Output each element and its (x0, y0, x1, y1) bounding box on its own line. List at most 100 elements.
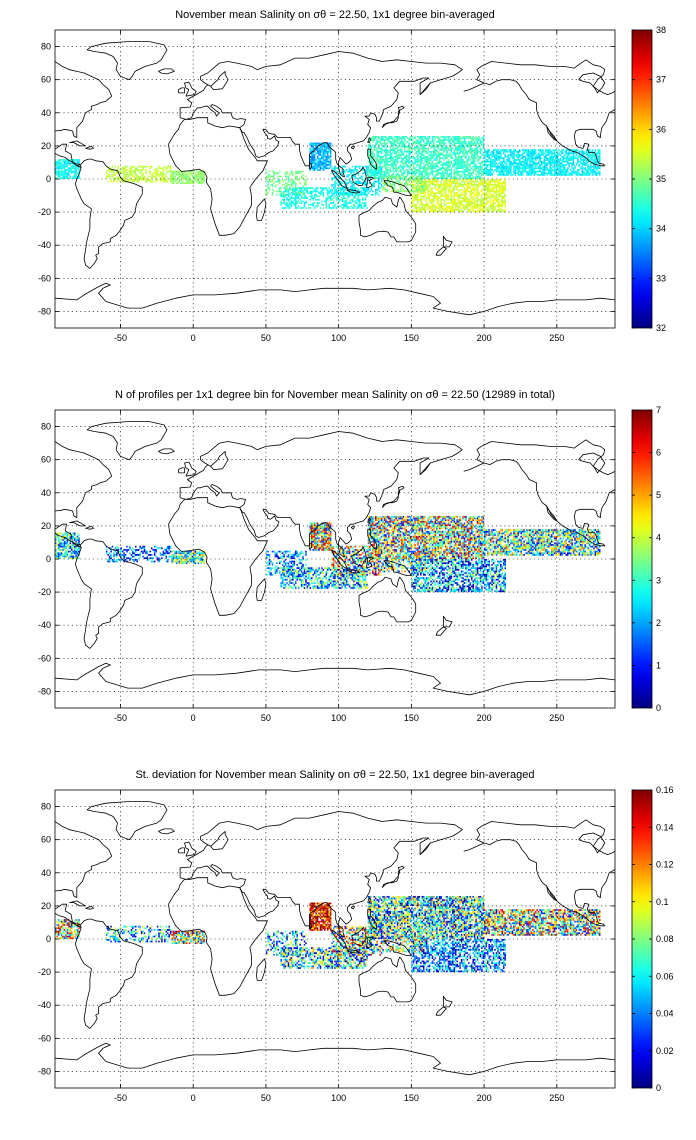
data-cell (453, 149, 456, 151)
data-cell (312, 167, 314, 170)
data-cell (331, 177, 333, 180)
data-cell (340, 180, 342, 183)
data-cell (296, 177, 298, 180)
data-cell (441, 205, 444, 208)
data-cell (532, 162, 534, 165)
data-cell (475, 210, 477, 213)
data-cell (404, 149, 406, 151)
data-cell (319, 159, 322, 161)
data-cell (521, 164, 524, 166)
data-cell (351, 182, 354, 185)
data-cell (427, 164, 429, 166)
data-cell (469, 187, 472, 189)
data-cell (494, 205, 496, 208)
data-cell (293, 182, 296, 185)
data-cell (489, 172, 492, 175)
data-cell (376, 167, 378, 170)
data-cell (537, 162, 540, 165)
data-cell (449, 142, 451, 145)
data-cell (545, 149, 547, 151)
data-cell (481, 154, 483, 156)
data-cell (418, 207, 421, 209)
data-cell (504, 149, 506, 151)
data-cell (370, 169, 373, 171)
data-cell (450, 190, 453, 193)
data-cell (312, 165, 314, 168)
data-cell (356, 170, 358, 173)
data-cell (457, 135, 460, 138)
data-cell (327, 144, 329, 146)
data-cell (303, 188, 306, 191)
data-cell (373, 175, 376, 178)
data-cell (553, 162, 556, 165)
data-cell (484, 188, 486, 191)
data-cell (535, 164, 537, 166)
data-cell (385, 159, 387, 161)
data-cell (280, 195, 282, 198)
data-cell (203, 172, 205, 175)
data-cell (63, 167, 66, 170)
data-cell (433, 145, 435, 148)
data-cell (376, 139, 378, 141)
data-cell (497, 152, 499, 155)
data-cell (408, 155, 410, 158)
data-cell (175, 182, 178, 185)
data-cell (366, 165, 368, 168)
data-cell (359, 203, 361, 206)
data-cell (491, 208, 493, 211)
data-cell (578, 154, 581, 156)
data-cell (476, 159, 479, 161)
data-cell (469, 210, 472, 213)
data-cell (171, 182, 173, 185)
data-cell (425, 155, 428, 158)
data-cell (497, 164, 499, 166)
data-cell (475, 152, 477, 155)
data-cell (450, 180, 453, 183)
data-cell (376, 140, 378, 143)
data-cell (425, 152, 428, 155)
data-cell (327, 155, 329, 158)
data-cell (430, 159, 432, 161)
data-cell (324, 149, 326, 151)
data-cell (466, 197, 469, 199)
data-cell (433, 170, 435, 173)
data-cell (535, 152, 537, 155)
data-cell (372, 174, 374, 176)
data-cell (412, 147, 415, 150)
data-cell (482, 152, 485, 155)
data-cell (155, 174, 157, 176)
data-cell (440, 152, 442, 155)
data-cell (322, 167, 325, 170)
data-cell (295, 195, 297, 198)
data-cell (328, 195, 330, 198)
data-cell (425, 167, 428, 170)
data-cell (322, 150, 325, 153)
data-cell (529, 157, 531, 160)
data-cell (325, 200, 328, 203)
data-cell (283, 202, 285, 204)
data-cell (567, 170, 569, 173)
data-cell (369, 155, 371, 158)
data-cell (440, 172, 442, 175)
data-cell (420, 188, 422, 191)
data-cell (465, 170, 467, 173)
data-cell (530, 164, 533, 166)
data-cell (402, 175, 405, 178)
data-cell (405, 157, 408, 160)
data-cell (375, 137, 377, 140)
data-cell (335, 174, 338, 176)
data-cell (443, 172, 445, 175)
data-cell (391, 154, 393, 156)
data-cell (476, 192, 479, 194)
data-cell (377, 147, 380, 150)
data-cell (498, 183, 501, 186)
data-cell (572, 149, 575, 151)
data-cell (537, 155, 540, 158)
data-cell (457, 208, 460, 211)
data-cell (417, 198, 419, 201)
data-cell (529, 154, 531, 156)
data-cell (428, 172, 431, 175)
data-cell (539, 165, 541, 168)
data-cell (401, 150, 403, 153)
data-cell (193, 180, 195, 183)
